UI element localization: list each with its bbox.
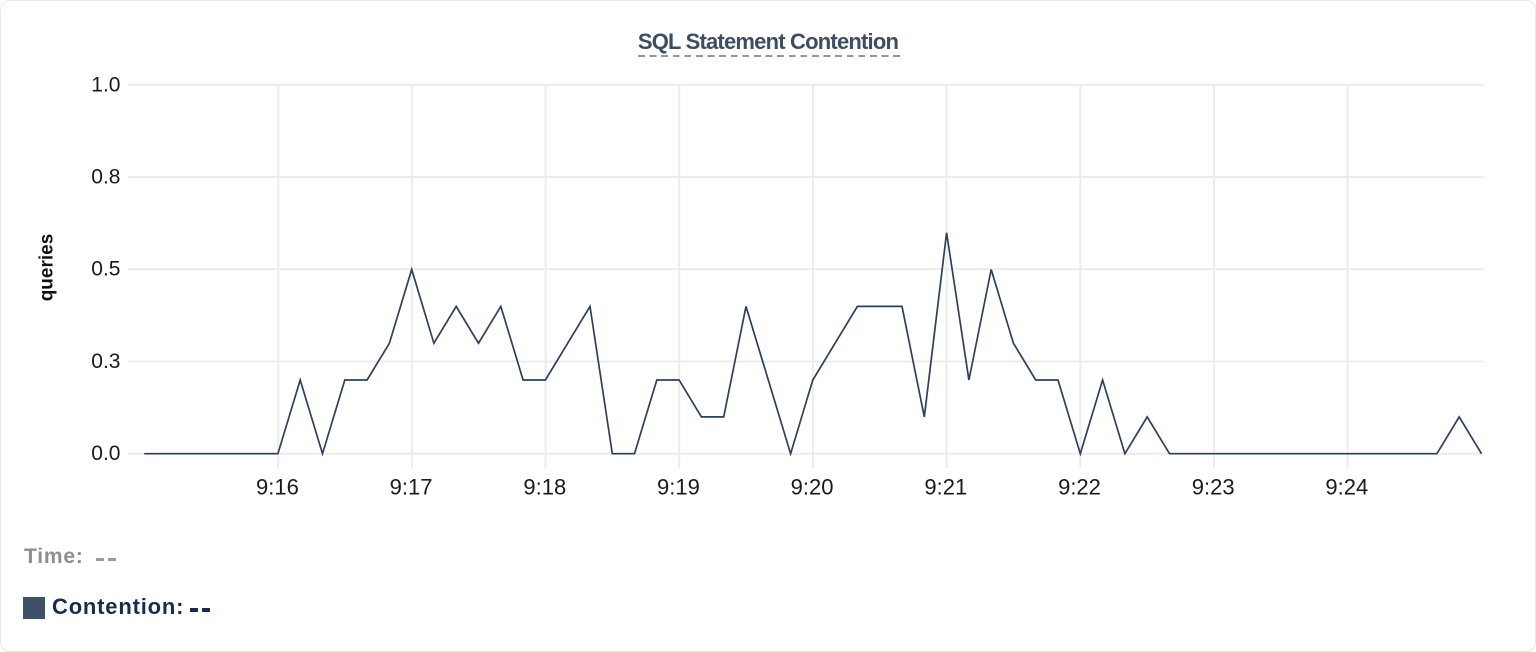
svg-text:9:23: 9:23 <box>1192 475 1235 500</box>
svg-text:queries: queries <box>37 234 58 302</box>
svg-text:9:20: 9:20 <box>791 475 834 500</box>
svg-text:9:19: 9:19 <box>657 475 700 500</box>
svg-text:1.0: 1.0 <box>91 73 120 96</box>
svg-text:9:17: 9:17 <box>390 475 433 500</box>
svg-text:9:24: 9:24 <box>1325 475 1368 500</box>
svg-text:9:16: 9:16 <box>256 475 299 500</box>
svg-text:0.5: 0.5 <box>91 258 120 281</box>
svg-text:0.0: 0.0 <box>91 442 120 465</box>
svg-text:0.3: 0.3 <box>91 350 120 373</box>
svg-text:9:21: 9:21 <box>924 475 967 500</box>
svg-text:0.8: 0.8 <box>91 166 120 189</box>
svg-text:9:18: 9:18 <box>523 475 566 500</box>
svg-text:9:22: 9:22 <box>1058 475 1101 500</box>
